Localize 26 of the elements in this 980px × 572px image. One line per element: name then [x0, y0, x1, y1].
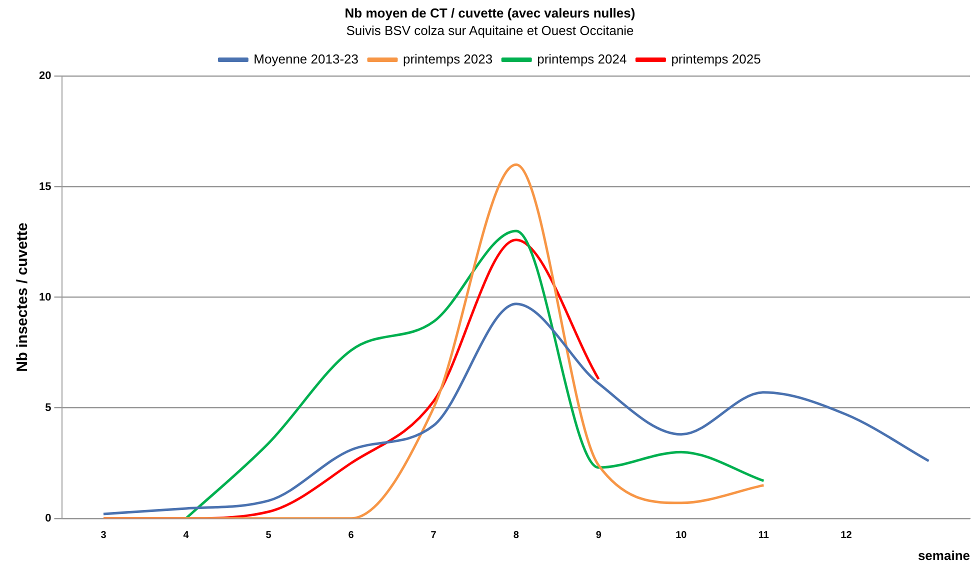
x-tick-label: 10 — [676, 530, 688, 542]
x-tick-label: 11 — [758, 530, 770, 542]
legend-label: printemps 2024 — [537, 51, 627, 66]
chart-subtitle: Suivis BSV colza sur Aquitaine et Ouest Occitanie — [346, 22, 634, 38]
line-series — [102, 163, 765, 518]
y-tick-label: 20 — [38, 70, 52, 82]
legend-label: Moyenne 2013-23 — [254, 51, 358, 66]
y-tick-label: 5 — [45, 402, 52, 414]
y-tick-label: 15 — [38, 180, 52, 193]
x-tick-label: 12 — [840, 530, 852, 542]
chart-title: Nb moyen de CT / cuvette (avec valeurs nulles) — [344, 5, 636, 20]
x-tick-label: 6 — [348, 530, 354, 542]
x-tick-label: 3 — [100, 530, 107, 542]
y-tick-label: 10 — [38, 291, 52, 304]
legend-label: printemps 2023 — [402, 51, 493, 66]
y-tick-label: 0 — [45, 512, 52, 524]
x-tick-label: 9 — [596, 530, 602, 542]
x-tick-label: 7 — [430, 530, 437, 542]
legend-label: printemps 2025 — [671, 51, 761, 66]
x-tick-label: 5 — [266, 530, 272, 542]
x-axis-title: semaine — [918, 548, 970, 563]
line-series — [184, 230, 765, 518]
line-series — [102, 302, 930, 516]
x-tick-label: 4 — [183, 530, 190, 542]
y-axis-title: Nb insectes / cuvette — [14, 222, 32, 372]
x-tick-label: 8 — [513, 530, 520, 542]
